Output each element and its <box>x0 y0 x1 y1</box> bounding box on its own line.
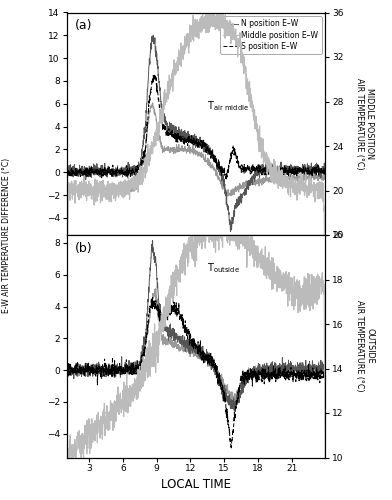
X-axis label: LOCAL TIME: LOCAL TIME <box>161 478 231 490</box>
Y-axis label: MIDDLE POSITION
AIR TEMPERATURE (°C): MIDDLE POSITION AIR TEMPERATURE (°C) <box>355 78 374 170</box>
Text: (a): (a) <box>74 19 92 32</box>
Legend: N position E–W, Middle position E–W, S position E–W: N position E–W, Middle position E–W, S p… <box>220 16 321 54</box>
Text: $\mathregular{T_{outside}}$: $\mathregular{T_{outside}}$ <box>207 262 240 276</box>
Y-axis label: OUTSIDE
AIR TEMPERATURE (°C): OUTSIDE AIR TEMPERATURE (°C) <box>355 300 374 392</box>
Text: $\mathregular{T_{air\ middle}}$: $\mathregular{T_{air\ middle}}$ <box>207 100 249 114</box>
Text: (b): (b) <box>74 242 92 254</box>
Text: E-W AIR TEMPERATURE DIFFERENCE (°C): E-W AIR TEMPERATURE DIFFERENCE (°C) <box>2 158 11 312</box>
